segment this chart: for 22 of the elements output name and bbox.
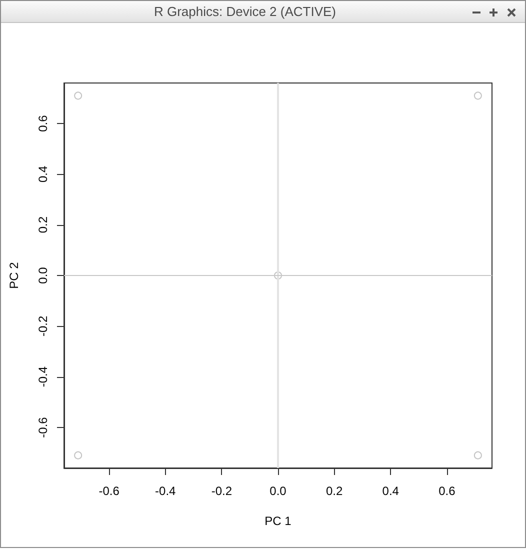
y-tick-label: 0.0 [36, 266, 50, 284]
point [474, 451, 482, 460]
x-tick-label: 0.0 [270, 484, 287, 498]
y-axis-title: PC 2 [7, 262, 21, 289]
x-tick-label: -0.2 [211, 484, 232, 498]
point [74, 451, 82, 460]
x-tick-label: -0.4 [155, 484, 176, 498]
x-axis-title: PC 1 [264, 514, 292, 528]
point [474, 92, 482, 100]
y-tick-label: 0.6 [36, 114, 50, 132]
y-tick-label: -0.6 [36, 416, 50, 438]
y-tick-label: -0.2 [36, 316, 50, 336]
point [274, 272, 282, 280]
x-tick-label: 0.6 [438, 484, 456, 498]
x-tick-label: 0.2 [326, 484, 343, 498]
x-tick-label: 0.4 [382, 484, 400, 498]
x-tick-label: -0.6 [98, 484, 120, 498]
point [74, 92, 82, 100]
y-tick-label: 0.4 [36, 166, 50, 183]
text: R Graphics: Device 2 (ACTIVE) [154, 4, 336, 19]
y-tick-label: -0.4 [36, 366, 50, 388]
y-tick-label: 0.2 [36, 216, 50, 234]
